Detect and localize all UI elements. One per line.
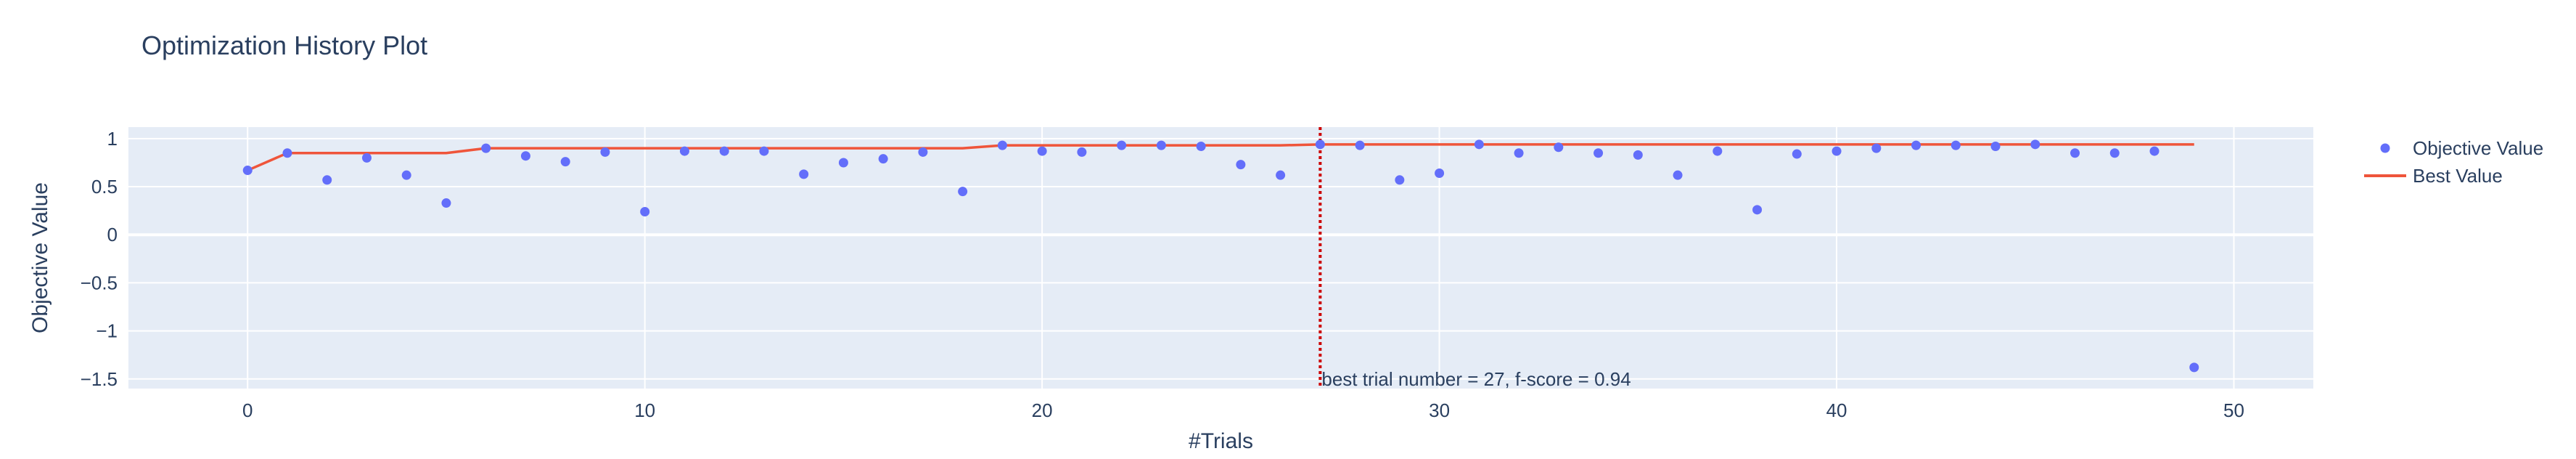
x-tick-label: 50 — [2223, 399, 2244, 421]
objective-value-point[interactable] — [719, 146, 729, 156]
objective-value-point[interactable] — [600, 147, 610, 157]
objective-value-point[interactable] — [401, 170, 411, 180]
legend-item-objective-value[interactable]: Objective Value — [2380, 137, 2544, 159]
objective-value-point[interactable] — [2070, 148, 2080, 158]
best-trial-annotation: best trial number = 27, f-score = 0.94 — [1321, 368, 1630, 390]
objective-value-point[interactable] — [481, 143, 491, 153]
objective-value-point[interactable] — [799, 169, 809, 179]
y-tick-label: −0.5 — [81, 272, 118, 293]
x-tick-label: 0 — [242, 399, 253, 421]
objective-value-point[interactable] — [838, 158, 848, 168]
objective-value-point[interactable] — [997, 140, 1007, 150]
x-tick-label: 40 — [1826, 399, 1847, 421]
x-axis-title: #Trials — [1189, 429, 1253, 453]
objective-value-point[interactable] — [640, 206, 650, 216]
objective-value-point[interactable] — [1633, 150, 1643, 160]
objective-value-point[interactable] — [242, 166, 253, 176]
y-tick-label: −1.5 — [81, 368, 118, 390]
objective-value-point[interactable] — [1156, 140, 1166, 150]
objective-value-point[interactable] — [1514, 148, 1524, 158]
objective-value-point[interactable] — [1673, 170, 1683, 180]
objective-value-point[interactable] — [1395, 175, 1405, 185]
objective-value-point[interactable] — [2109, 148, 2120, 158]
objective-value-point[interactable] — [1792, 149, 1802, 159]
objective-value-point[interactable] — [2030, 139, 2040, 150]
objective-value-point[interactable] — [1117, 140, 1127, 150]
objective-value-point[interactable] — [2189, 362, 2199, 373]
y-tick-label: −1 — [96, 320, 118, 342]
legend-label-objective-value: Objective Value — [2413, 137, 2543, 159]
objective-value-point[interactable] — [1037, 146, 1047, 156]
y-tick-label: 0.5 — [91, 176, 118, 198]
objective-value-point[interactable] — [878, 154, 888, 164]
objective-value-point[interactable] — [322, 175, 332, 185]
objective-value-point[interactable] — [1196, 141, 1206, 151]
objective-value-point[interactable] — [1077, 147, 1087, 157]
objective-value-point[interactable] — [282, 148, 292, 158]
x-tick-label: 20 — [1032, 399, 1053, 421]
x-tick-label: 30 — [1429, 399, 1450, 421]
grid-lines — [128, 127, 2313, 389]
chart-title: Optimization History Plot — [141, 31, 427, 60]
objective-value-point[interactable] — [1951, 140, 1961, 150]
objective-value-point[interactable] — [1831, 146, 1842, 156]
best-value-line — [247, 143, 2194, 172]
objective-value-point[interactable] — [520, 151, 530, 161]
x-tick-labels: 0 10 20 30 40 50 — [242, 399, 2244, 421]
objective-value-point[interactable] — [560, 157, 570, 167]
objective-value-point[interactable] — [2149, 146, 2159, 156]
objective-value-point[interactable] — [1990, 141, 2001, 151]
objective-value-point[interactable] — [1712, 146, 1723, 156]
legend-marker-objective-value — [2380, 143, 2390, 153]
objective-value-point[interactable] — [1315, 139, 1325, 150]
legend-item-best-value[interactable]: Best Value — [2364, 165, 2503, 187]
series-layer — [242, 139, 2199, 373]
objective-value-point[interactable] — [679, 146, 689, 156]
objective-value-point[interactable] — [759, 146, 769, 156]
objective-value-point[interactable] — [1276, 170, 1286, 180]
objective-value-point[interactable] — [441, 198, 451, 208]
objective-value-point[interactable] — [1554, 142, 1564, 153]
plot-background — [128, 127, 2313, 389]
objective-value-point[interactable] — [1474, 139, 1484, 150]
objective-value-point[interactable] — [958, 187, 968, 197]
objective-value-point[interactable] — [1911, 140, 1921, 150]
y-tick-label: 0 — [107, 224, 118, 245]
x-tick-label: 10 — [634, 399, 655, 421]
legend-label-best-value: Best Value — [2413, 165, 2503, 187]
objective-value-point[interactable] — [1236, 160, 1246, 170]
legend[interactable]: Objective Value Best Value — [2364, 137, 2543, 187]
objective-value-point[interactable] — [918, 147, 928, 157]
objective-value-point[interactable] — [1593, 148, 1604, 158]
y-tick-labels: −1.5 −1 −0.5 0 0.5 1 — [81, 128, 118, 390]
objective-value-point[interactable] — [361, 153, 372, 163]
objective-value-point[interactable] — [1435, 168, 1445, 179]
y-axis-title: Objective Value — [28, 182, 52, 333]
objective-value-point[interactable] — [1752, 205, 1763, 215]
objective-value-point[interactable] — [1871, 143, 1882, 153]
objective-value-point[interactable] — [1355, 140, 1365, 150]
y-tick-label: 1 — [107, 128, 118, 150]
